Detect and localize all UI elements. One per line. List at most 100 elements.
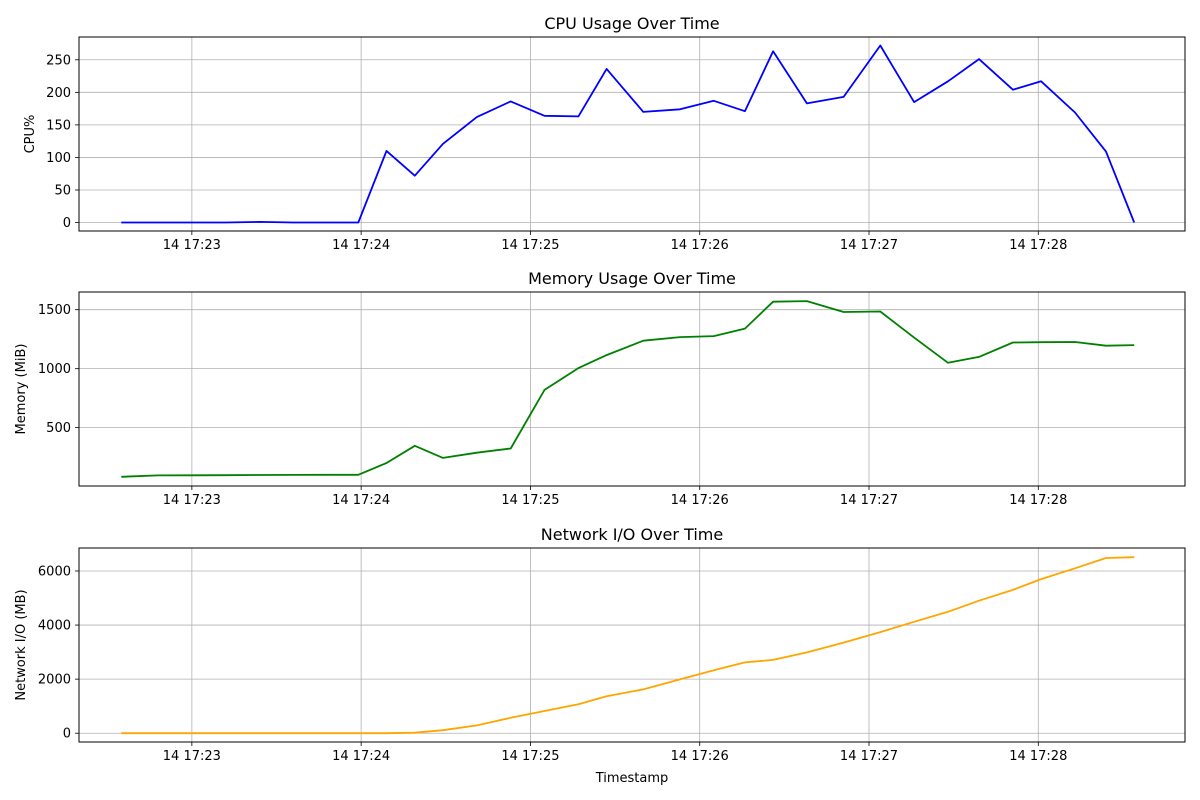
data-point — [805, 102, 808, 105]
y-tick-label: 0 — [63, 216, 71, 231]
data-point — [712, 99, 715, 102]
data-point — [977, 58, 980, 61]
chart-title: CPU Usage Over Time — [544, 14, 719, 33]
data-point — [441, 142, 444, 145]
data-point — [326, 221, 329, 224]
data-point — [577, 366, 580, 369]
data-point — [120, 221, 123, 224]
y-tick-label: 1000 — [38, 362, 71, 377]
data-point — [879, 44, 882, 47]
data-point — [1133, 221, 1136, 224]
data-point — [842, 641, 845, 644]
data-point — [413, 174, 416, 177]
x-tick-label: 14 17:26 — [671, 493, 729, 508]
data-point — [292, 732, 295, 735]
data-point — [190, 732, 193, 735]
data-point — [1104, 344, 1107, 347]
data-point — [1133, 343, 1136, 346]
data-point — [577, 115, 580, 118]
chart-title: Network I/O Over Time — [541, 525, 723, 544]
x-tick-label: 14 17:28 — [1009, 749, 1067, 764]
data-point — [357, 473, 360, 476]
data-point — [258, 732, 261, 735]
data-point — [413, 731, 416, 734]
data-point — [743, 327, 746, 330]
data-point — [224, 732, 227, 735]
y-tick-label: 200 — [46, 86, 71, 101]
x-tick-label: 14 17:24 — [332, 493, 390, 508]
x-tick-label: 14 17:24 — [332, 749, 390, 764]
series-line — [121, 556, 1135, 735]
data-point — [326, 473, 329, 476]
x-tick-label: 14 17:27 — [840, 749, 898, 764]
data-point — [357, 221, 360, 224]
x-axis-label: Timestamp — [595, 771, 669, 786]
data-point — [743, 110, 746, 113]
data-point — [1040, 80, 1043, 83]
data-point — [292, 221, 295, 224]
data-point — [385, 732, 388, 735]
data-point — [1011, 588, 1014, 591]
x-tick-label: 14 17:25 — [501, 493, 559, 508]
data-point — [509, 447, 512, 450]
data-point — [678, 335, 681, 338]
data-point — [156, 732, 159, 735]
data-point — [1104, 150, 1107, 153]
x-tick-label: 14 17:26 — [671, 749, 729, 764]
data-point — [879, 630, 882, 633]
x-tick-label: 14 17:27 — [840, 238, 898, 253]
data-point — [678, 108, 681, 111]
data-point — [605, 67, 608, 70]
x-tick-label: 14 17:26 — [671, 238, 729, 253]
data-point — [441, 456, 444, 459]
data-point — [977, 355, 980, 358]
y-tick-label: 250 — [46, 53, 71, 68]
data-point — [509, 716, 512, 719]
data-point — [292, 473, 295, 476]
data-point — [385, 461, 388, 464]
data-point — [946, 361, 949, 364]
data-point — [543, 709, 546, 712]
data-point — [224, 474, 227, 477]
data-point — [913, 101, 916, 104]
data-point — [475, 724, 478, 727]
y-axis-label: Network I/O (MB) — [14, 589, 29, 700]
data-point — [946, 80, 949, 83]
data-point — [190, 221, 193, 224]
data-point — [712, 669, 715, 672]
data-point — [258, 220, 261, 223]
y-axis-label: CPU% — [23, 115, 38, 154]
data-point — [946, 610, 949, 613]
y-tick-label: 100 — [46, 151, 71, 166]
data-point — [771, 50, 774, 53]
data-point — [712, 335, 715, 338]
data-point — [805, 651, 808, 654]
data-point — [1040, 577, 1043, 580]
data-point — [842, 95, 845, 98]
series-line — [121, 300, 1135, 478]
data-point — [120, 475, 123, 478]
data-point — [475, 451, 478, 454]
data-point — [577, 703, 580, 706]
y-tick-label: 1500 — [38, 303, 71, 318]
x-tick-label: 14 17:28 — [1009, 238, 1067, 253]
data-point — [771, 300, 774, 303]
y-tick-label: 150 — [46, 118, 71, 133]
data-point — [1011, 341, 1014, 344]
data-point — [441, 729, 444, 732]
data-point — [678, 678, 681, 681]
x-tick-label: 14 17:28 — [1009, 493, 1067, 508]
data-point — [120, 732, 123, 735]
data-point — [1073, 567, 1076, 570]
data-point — [642, 339, 645, 342]
data-point — [642, 688, 645, 691]
x-tick-label: 14 17:25 — [501, 749, 559, 764]
chart-panel-3: 14 17:23 14 17:24 14 17:25 14 17:26 14 17:27… — [14, 525, 1186, 786]
data-point — [771, 658, 774, 661]
data-point — [805, 299, 808, 302]
data-point — [156, 221, 159, 224]
x-tick-label: 14 17:23 — [163, 749, 221, 764]
data-point — [543, 388, 546, 391]
x-tick-label: 14 17:27 — [840, 493, 898, 508]
